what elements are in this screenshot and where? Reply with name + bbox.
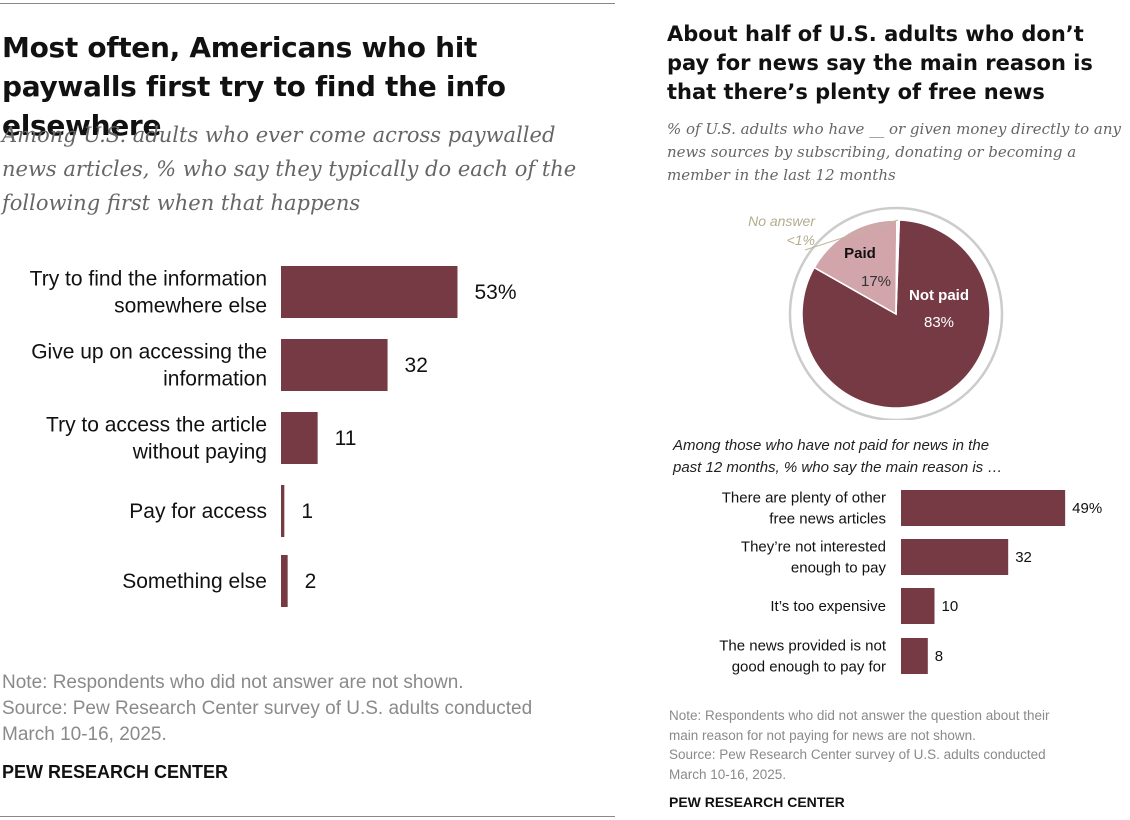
value-label: 2 [305,570,317,593]
left-panel: Most often, Americans who hit paywalls f… [0,3,615,817]
paywall-actions-bar-chart: Try to find the information somewhere els… [30,266,517,607]
left-note: Note: Respondents who did not answer are… [2,670,592,748]
right-panel: About half of U.S. adults who don’t pay … [665,0,1130,820]
value-label: 8 [935,648,943,665]
category-label: Something else [122,570,267,593]
brand-label: PEW RESEARCH CENTER [669,794,845,810]
source-line: March 10-16, 2025. [669,766,787,782]
pie-slice [801,219,991,409]
category-label: good enough to pay for [732,659,886,676]
left-chart-title: Most often, Americans who hit paywalls f… [2,31,506,142]
bar [901,588,935,624]
category-label: without paying [132,441,267,464]
category-label: There are plenty of other [722,490,886,507]
bar [901,539,1009,575]
slice-value-label: 83% [924,314,954,331]
right-note: Note: Respondents who did not answer the… [669,706,1124,784]
category-label: They’re not interested [741,539,886,556]
slice-value-label: <1% [787,232,815,248]
value-label: 10 [942,598,959,615]
category-label: The news provided is not [719,638,887,655]
bar [901,638,928,674]
brand-label: PEW RESEARCH CENTER [2,762,229,782]
slice-label: Paid [844,245,876,262]
value-label: 32 [405,354,428,377]
bar [281,266,458,318]
category-label: Try to access the article [46,414,267,437]
top-rule [0,3,615,4]
bar [901,490,1066,526]
value-label: 1 [301,500,313,523]
value-label: 49% [1072,500,1102,517]
bottom-rule [0,816,615,817]
category-label: free news articles [769,511,886,528]
category-label: enough to pay [791,560,887,577]
source-line: March 10-16, 2025. [2,724,167,745]
left-chart-subtitle: Among U.S. adults who ever come across p… [2,123,577,215]
slice-label: Not paid [909,287,969,304]
reasons-not-paying-bar-chart: Among those who have not paid for news i… [672,437,1102,676]
callout-line [804,219,899,251]
note-line: Note: Respondents who did not answer are… [2,672,464,693]
value-label: 11 [335,427,357,450]
pie-outer-ring [788,206,1004,420]
category-label: It’s too expensive [770,598,886,615]
value-label: 32 [1015,549,1032,566]
bar-intro-text: Among those who have not paid for news i… [672,437,989,454]
category-label: somewhere else [114,295,267,318]
category-label: Give up on accessing the [31,341,267,364]
bar-intro-text: past 12 months, % who say the main reaso… [672,459,1002,476]
bar [281,412,318,464]
pie-slice [813,219,898,316]
note-line: Note: Respondents who did not answer the… [669,708,1050,723]
category-label: Try to find the information [30,268,267,291]
category-label: information [163,368,267,391]
slice-value-label: 17% [861,273,891,290]
bar [281,339,388,391]
value-label: 53% [474,281,516,304]
right-chart-subtitle: % of U.S. adults who have __ or given mo… [667,120,1121,184]
bar [281,485,285,537]
paid-for-news-pie-chart: Not paid 83% Paid 17% No answer <1% [748,206,1004,420]
source-line: Source: Pew Research Center survey of U.… [669,747,1046,762]
bar [281,555,288,607]
right-chart-title: About half of U.S. adults who don’t pay … [667,22,1093,104]
slice-label: No answer [748,213,816,229]
note-line: main reason for not paying for news are … [669,727,976,743]
category-label: Pay for access [129,500,267,523]
source-line: Source: Pew Research Center survey of U.… [2,698,533,719]
